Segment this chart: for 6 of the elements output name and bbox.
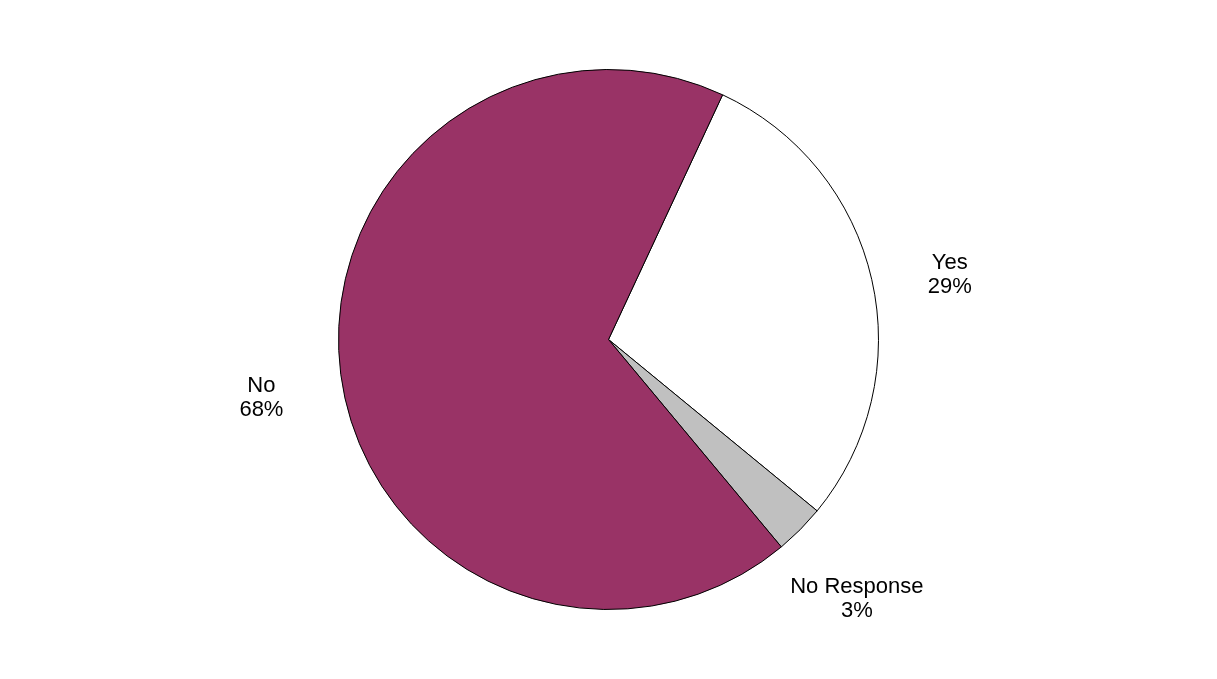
data-label: 3% — [840, 597, 873, 623]
data-label: 29% — [927, 272, 972, 298]
slice-label: No — [247, 371, 276, 397]
slice-label: Yes — [931, 248, 968, 274]
slice-label: No Response — [790, 573, 924, 599]
data-label: 68% — [239, 395, 284, 421]
